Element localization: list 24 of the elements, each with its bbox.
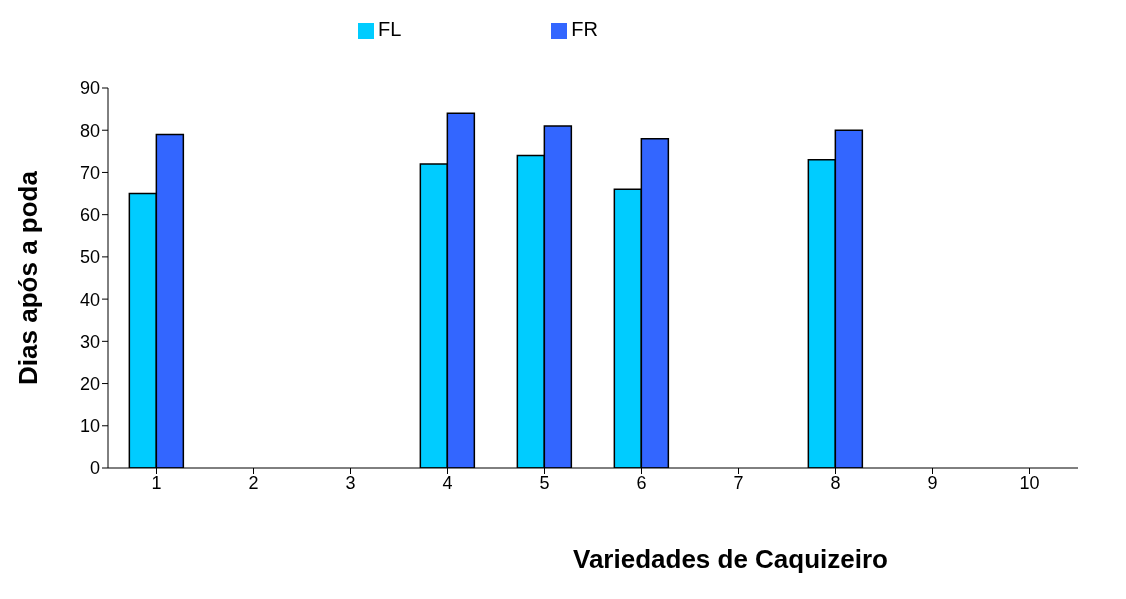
x-tick-label: 8 <box>830 472 841 493</box>
x-tick-label: 1 <box>151 472 162 493</box>
y-tick-label: 20 <box>79 373 100 394</box>
x-tick-label: 5 <box>539 472 550 493</box>
y-tick-label: 90 <box>79 78 100 99</box>
x-tick-label: 10 <box>1019 472 1040 493</box>
x-tick-label: 6 <box>636 472 647 493</box>
y-axis-title: Dias após a poda <box>13 170 44 385</box>
legend-label: FR <box>571 18 598 40</box>
legend-label: FL <box>377 18 402 40</box>
y-tick-label: 80 <box>79 120 100 141</box>
x-axis-title: Variedades de Caquizeiro <box>572 544 888 574</box>
y-tick-label: 60 <box>79 205 100 226</box>
y-tick-label: 70 <box>79 162 100 183</box>
y-tick-label: 10 <box>79 416 100 437</box>
y-tick-label: 30 <box>79 331 100 352</box>
x-tick-label: 4 <box>442 472 453 493</box>
x-tick-label: 2 <box>248 472 259 493</box>
x-tick-label: 9 <box>927 472 938 493</box>
x-tick-label: 7 <box>733 472 744 493</box>
x-tick-label: 3 <box>345 472 356 493</box>
y-tick-label: 50 <box>79 247 100 268</box>
y-tick-label: 40 <box>79 289 100 310</box>
y-tick-label: 0 <box>89 458 100 479</box>
